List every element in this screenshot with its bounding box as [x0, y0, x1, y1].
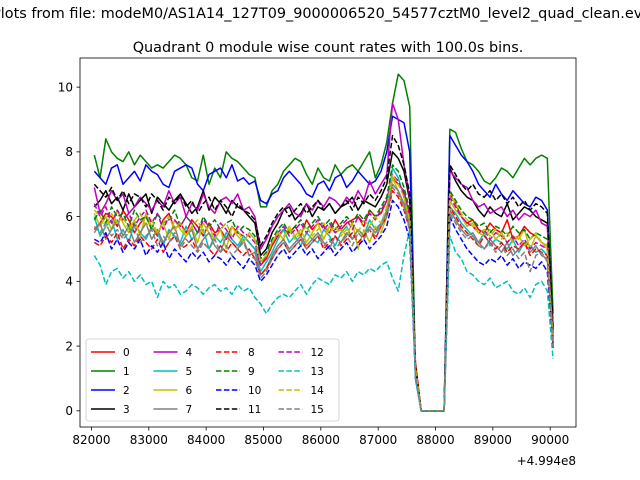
x-tick-label: 82000 — [72, 433, 110, 447]
y-tick-label: 6 — [65, 210, 73, 224]
legend-label: 9 — [248, 366, 255, 378]
x-axis: 82000 83000 84000 85000 86000 87000 88000 89000… — [72, 427, 569, 447]
x-offset-label: +4.994e8 — [517, 454, 576, 468]
legend-label: 10 — [248, 385, 261, 397]
plot-frame — [79, 57, 577, 428]
legend-label: 1 — [123, 366, 130, 378]
series-line-15 — [93, 186, 554, 412]
y-tick-label: 8 — [65, 145, 73, 159]
x-tick-label: 83000 — [130, 433, 168, 447]
chart-title: Quadrant 0 module wise count rates with … — [133, 40, 524, 56]
series-line-4 — [93, 102, 554, 412]
y-tick-label: 10 — [58, 80, 73, 94]
x-tick-label: 86000 — [302, 433, 340, 447]
series-line-14 — [93, 173, 554, 412]
x-tick-label: 87000 — [359, 433, 397, 447]
legend-label: 6 — [186, 385, 193, 397]
legend-label: 11 — [248, 404, 261, 416]
x-tick-label: 88000 — [416, 433, 454, 447]
x-tick-label: 90000 — [531, 433, 569, 447]
series-line-10 — [93, 199, 554, 412]
legend-label: 8 — [248, 347, 255, 359]
legend-label: 12 — [311, 347, 324, 359]
figure-suptitle: Plots from file: modeM0/AS1A14_127T09_90… — [0, 6, 640, 22]
y-axis: 0 2 4 6 8 10 — [58, 80, 80, 418]
legend-label: 4 — [186, 347, 193, 359]
series-line-2 — [93, 115, 554, 412]
legend-label: 5 — [186, 366, 193, 378]
y-tick-label: 4 — [65, 275, 73, 289]
legend-label: 2 — [123, 385, 130, 397]
x-tick-label: 84000 — [187, 433, 225, 447]
series-line-9 — [93, 164, 554, 412]
legend-label: 15 — [311, 404, 324, 416]
series-line-7 — [93, 183, 554, 412]
y-tick-label: 0 — [65, 404, 73, 418]
legend-frame — [85, 338, 340, 422]
legend-label: 0 — [123, 347, 130, 359]
x-tick-label: 85000 — [244, 433, 282, 447]
series-line-11 — [93, 134, 554, 412]
y-tick-label: 2 — [65, 339, 73, 353]
legend-label: 7 — [186, 404, 193, 416]
legend-label: 13 — [311, 366, 324, 378]
series-line-1 — [93, 73, 554, 412]
legend-label: 3 — [123, 404, 130, 416]
legend-label: 14 — [311, 385, 325, 397]
series-line-13 — [93, 228, 554, 412]
x-tick-label: 89000 — [474, 433, 512, 447]
series-layer — [93, 73, 554, 412]
